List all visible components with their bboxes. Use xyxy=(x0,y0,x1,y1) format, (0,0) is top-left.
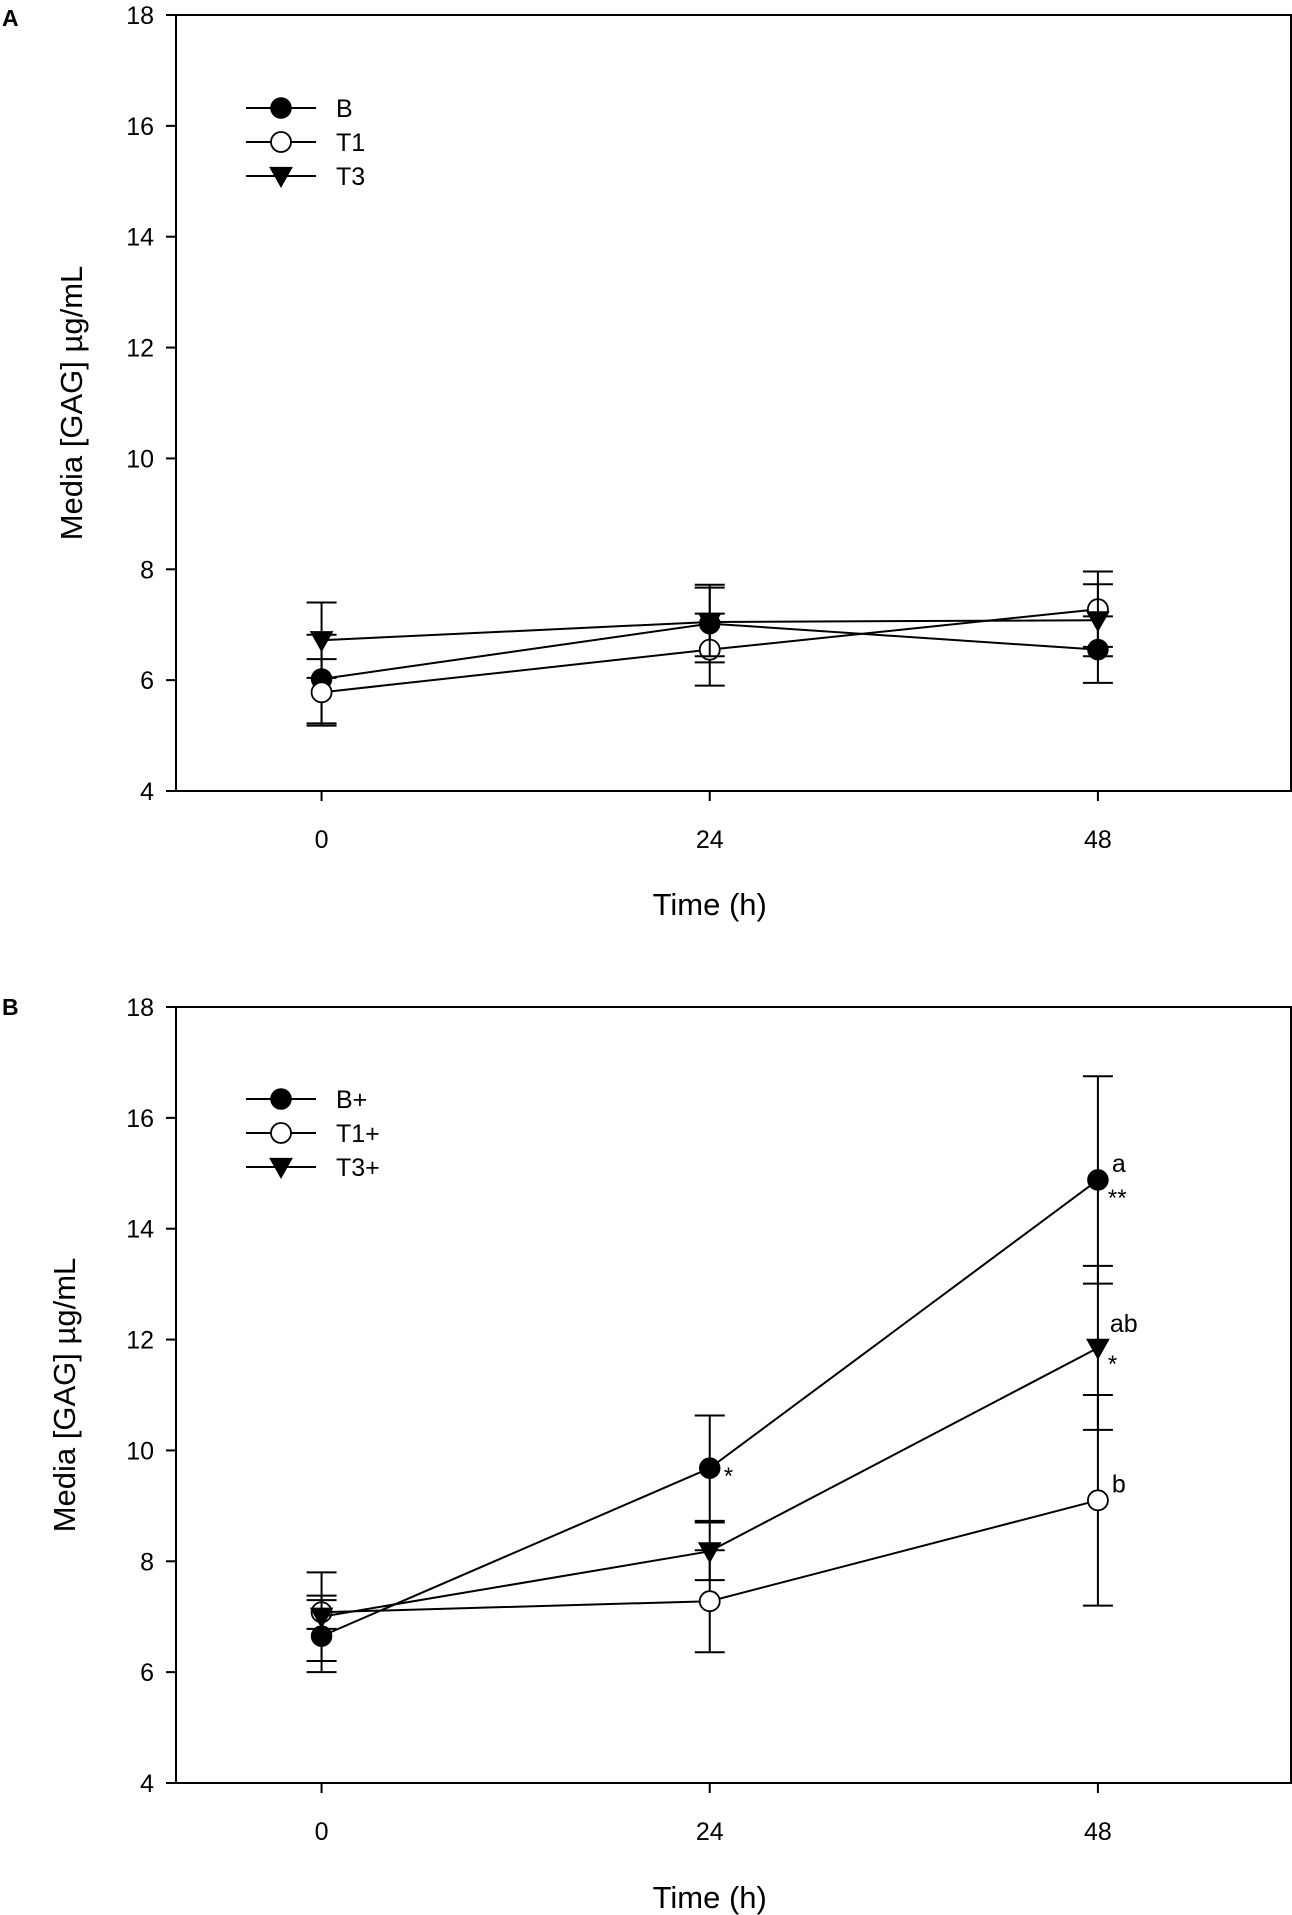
legend-marker xyxy=(270,131,292,153)
y-tick-label: 18 xyxy=(126,2,154,30)
data-point xyxy=(1087,1169,1109,1191)
legend-marker xyxy=(270,1122,292,1144)
y-tick-label: 10 xyxy=(126,445,154,473)
legend-label: T1+ xyxy=(336,1120,380,1148)
chart-panel-a: A 4 6 8 10 12 14 16 18 0 24 48 Time (h) Media [GAG] µ… xyxy=(2,2,1292,922)
data-point xyxy=(1086,611,1110,633)
series-t3-plus xyxy=(306,1264,1113,1663)
y-tick-label: 8 xyxy=(140,556,154,584)
data-point xyxy=(698,1590,721,1613)
legend-marker xyxy=(270,97,292,119)
legend-label: T1 xyxy=(336,129,365,157)
legend-label: T3 xyxy=(336,163,365,191)
data-point xyxy=(309,1607,334,1629)
y-tick-label: 4 xyxy=(140,1770,154,1798)
panel-label: A xyxy=(2,5,19,31)
x-tick-label: 0 xyxy=(315,1818,329,1846)
data-point xyxy=(1087,1489,1109,1512)
annotation-letter: b xyxy=(1112,1470,1126,1498)
x-axis-label: Time (h) xyxy=(653,1880,767,1915)
legend-marker xyxy=(270,1088,292,1110)
annotation-letter: a xyxy=(1112,1150,1126,1178)
legend-label: B+ xyxy=(336,1086,367,1114)
series-b-plus xyxy=(306,1075,1113,1674)
panel-label: B xyxy=(2,994,19,1020)
data-point xyxy=(309,631,334,653)
y-tick-label: 10 xyxy=(126,1437,154,1465)
y-axis-label: Media [GAG] µg/mL xyxy=(47,1258,82,1533)
legend: B T1 T3 xyxy=(246,95,365,191)
data-point xyxy=(310,681,333,704)
x-tick-label: 0 xyxy=(315,826,329,854)
annotation-star: * xyxy=(1108,1351,1117,1378)
series-t3 xyxy=(306,583,1113,679)
data-point xyxy=(697,1542,722,1564)
y-axis-label: Media [GAG] µg/mL xyxy=(54,266,89,541)
x-axis-label: Time (h) xyxy=(653,887,767,922)
legend-label: B xyxy=(336,95,353,123)
y-tick-label: 4 xyxy=(140,778,154,806)
y-tick-label: 16 xyxy=(126,113,154,141)
annotation-star: * xyxy=(724,1463,733,1490)
y-tick-label: 18 xyxy=(126,994,154,1022)
y-tick-label: 12 xyxy=(126,335,154,363)
chart-panel-b: B 4 6 8 10 12 14 16 18 0 24 48 Time (h) Media [GAG] µ… xyxy=(2,994,1292,1915)
x-tick-label: 48 xyxy=(1084,826,1112,854)
x-tick-label: 24 xyxy=(696,826,724,854)
data-point xyxy=(697,612,722,634)
y-tick-label: 6 xyxy=(140,1659,154,1687)
legend-label: T3+ xyxy=(336,1154,380,1182)
y-tick-label: 16 xyxy=(126,1105,154,1133)
y-tick-label: 8 xyxy=(140,1548,154,1576)
legend-marker xyxy=(269,1157,293,1180)
y-tick-label: 6 xyxy=(140,667,154,695)
y-tick-label: 12 xyxy=(126,1327,154,1355)
y-tick-label: 14 xyxy=(126,224,154,252)
data-point xyxy=(698,1457,721,1479)
annotation-letter: ab xyxy=(1110,1310,1138,1338)
y-tick-label: 14 xyxy=(126,1216,154,1244)
series-t1-plus xyxy=(306,1394,1113,1654)
annotation-star: ** xyxy=(1108,1185,1127,1212)
legend-marker xyxy=(269,166,293,189)
data-point xyxy=(1086,1338,1110,1360)
x-tick-label: 24 xyxy=(696,1818,724,1846)
legend: B+ T1+ T3+ xyxy=(246,1086,380,1182)
x-tick-label: 48 xyxy=(1084,1818,1112,1846)
